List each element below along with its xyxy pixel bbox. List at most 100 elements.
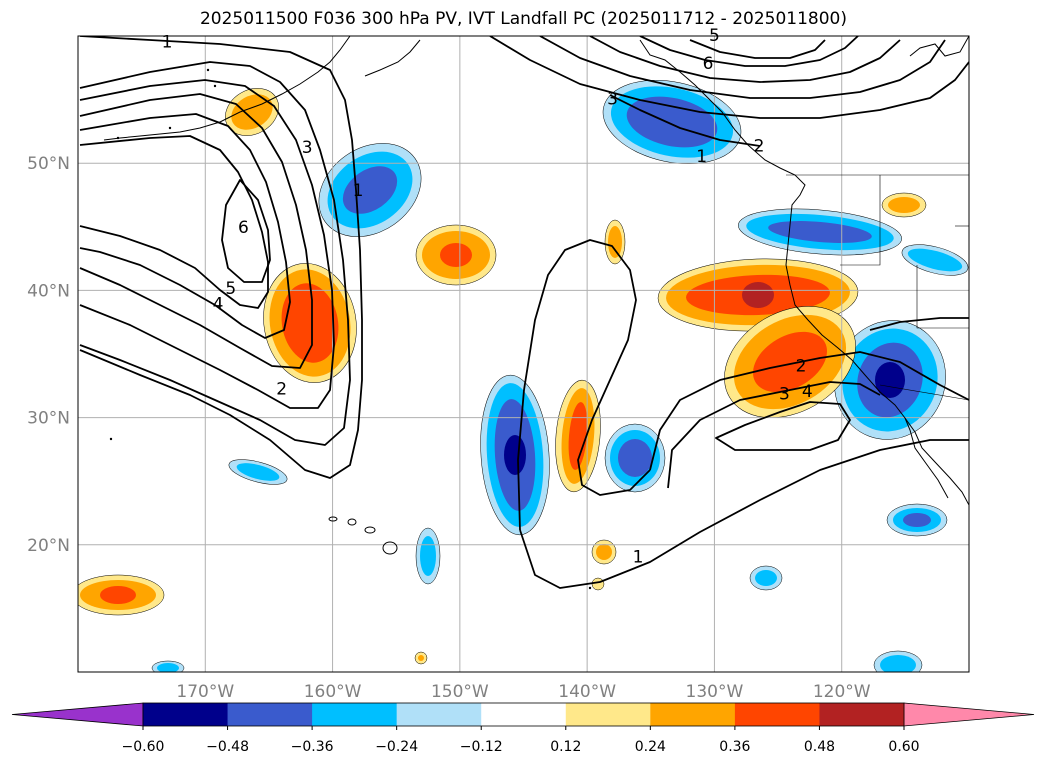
hawaii-island bbox=[364, 526, 376, 534]
pv-positive-area bbox=[591, 577, 605, 591]
contour-label: 1 bbox=[353, 181, 364, 201]
ivt-contour bbox=[79, 36, 363, 479]
ivt-contour bbox=[649, 351, 969, 471]
colorbar-extend-max bbox=[903, 702, 1035, 727]
lon-tick-label: 130°W bbox=[686, 682, 744, 702]
coastline bbox=[909, 36, 969, 57]
political-border bbox=[879, 384, 969, 401]
lat-tick-label: 30°N bbox=[27, 409, 70, 429]
colorbar-tick-label: 0.36 bbox=[719, 739, 750, 755]
contour-label: 3 bbox=[779, 385, 790, 405]
pv-positive-area bbox=[596, 544, 612, 560]
island bbox=[588, 586, 592, 590]
contour-label: 3 bbox=[607, 90, 618, 110]
pv-negative-area bbox=[768, 221, 872, 243]
colorbar-segment bbox=[734, 703, 820, 726]
pv-negative-area bbox=[755, 570, 777, 586]
island bbox=[109, 437, 113, 441]
lat-tick-label: 40°N bbox=[27, 281, 70, 301]
colorbar-tick-label: 0.12 bbox=[550, 739, 581, 755]
contour-label: 1 bbox=[696, 147, 707, 167]
pv-negative-area bbox=[618, 439, 652, 477]
ivt-contour bbox=[79, 79, 335, 409]
colorbar-segment bbox=[819, 703, 905, 726]
pv-negative-area bbox=[420, 536, 436, 576]
pv-positive-area bbox=[281, 283, 339, 363]
pv-negative-area bbox=[880, 655, 916, 672]
colorbar-tick-label: −0.12 bbox=[460, 739, 503, 755]
pv-positive-area bbox=[888, 197, 920, 213]
colorbar-extend-min bbox=[11, 702, 144, 727]
contour-label: 4 bbox=[213, 294, 224, 314]
ivt-contour bbox=[689, 39, 826, 59]
ivt-contour bbox=[869, 317, 969, 331]
hawaii-island bbox=[347, 518, 357, 526]
coastline bbox=[639, 39, 969, 506]
pv-positive-area bbox=[100, 586, 136, 604]
colorbar: −0.60 −0.48 −0.36 −0.24 −0.12 0.12 0.24 0.36 0.4… bbox=[11, 702, 1035, 755]
political-border bbox=[840, 175, 881, 266]
colorbar-segment bbox=[312, 703, 398, 726]
colorbar-segment bbox=[565, 703, 651, 726]
lon-tick-label: 160°W bbox=[304, 682, 362, 702]
colorbar-tick-label: −0.36 bbox=[291, 739, 334, 755]
contour-label: 4 bbox=[802, 382, 813, 402]
ivt-contour bbox=[539, 36, 946, 99]
ivt-contour bbox=[221, 179, 271, 283]
ivt-contour bbox=[79, 113, 291, 339]
colorbar-segment bbox=[481, 703, 567, 726]
ivt-contours bbox=[79, 36, 969, 589]
colorbar-segment bbox=[650, 703, 736, 726]
colorbar-tick-label: −0.48 bbox=[206, 739, 249, 755]
political-border bbox=[916, 265, 969, 329]
lat-tick-label: 20°N bbox=[27, 536, 70, 556]
pv-negative-area bbox=[875, 362, 905, 398]
colorbar-segment bbox=[143, 703, 229, 726]
contour-label: 2 bbox=[796, 357, 807, 377]
pv-positive-area bbox=[742, 282, 774, 308]
ivt-contour bbox=[609, 94, 761, 147]
island bbox=[168, 126, 172, 130]
colorbar-tick-label: 0.24 bbox=[635, 739, 666, 755]
pv-negative-area bbox=[626, 96, 718, 148]
pv-positive-area bbox=[753, 331, 827, 393]
contour-label: 1 bbox=[162, 32, 173, 52]
lon-tick-label: 170°W bbox=[176, 682, 234, 702]
pv-negative-area bbox=[236, 463, 280, 481]
hawaii-island bbox=[328, 516, 338, 522]
lat-tick-label: 50°N bbox=[27, 154, 70, 174]
ivt-contour bbox=[79, 135, 269, 309]
contour-label: 2 bbox=[754, 137, 765, 157]
lon-tick-label: 140°W bbox=[558, 682, 616, 702]
coastlines bbox=[103, 36, 969, 590]
ivt-contour bbox=[517, 239, 651, 531]
contour-label: 6 bbox=[238, 218, 249, 238]
contour-label: 5 bbox=[225, 279, 236, 299]
axis-labels: 20°N 30°N 40°N 50°N 170°W 160°W 150°W 140°W 130°… bbox=[27, 154, 871, 702]
pv-positive-area bbox=[568, 402, 588, 470]
ivt-contour bbox=[639, 36, 859, 67]
pv-positive-area bbox=[440, 243, 472, 267]
pv-negative-area bbox=[903, 513, 931, 527]
ivt-contour bbox=[589, 36, 901, 83]
colorbar-tick-label: −0.24 bbox=[375, 739, 418, 755]
contour-label: 1 bbox=[633, 548, 644, 568]
contour-label: 3 bbox=[302, 138, 313, 158]
colorbar-segment bbox=[227, 703, 313, 726]
coastline bbox=[103, 36, 351, 141]
pv-negative-area bbox=[504, 435, 526, 475]
coastline bbox=[364, 39, 421, 77]
island bbox=[206, 68, 210, 72]
map-frame bbox=[77, 35, 970, 673]
colorbar-tick-label: 0.60 bbox=[888, 739, 919, 755]
pv-positive-area bbox=[608, 226, 622, 258]
ivt-contour bbox=[489, 36, 969, 119]
contour-label: 6 bbox=[703, 54, 714, 74]
ivt-contour bbox=[79, 61, 351, 446]
pv-positive-area bbox=[418, 655, 424, 661]
chart-title: 2025011500 F036 300 hPa PV, IVT Landfall… bbox=[199, 9, 847, 29]
pv-negative-area bbox=[907, 248, 963, 272]
pv-positive-area bbox=[231, 94, 273, 130]
